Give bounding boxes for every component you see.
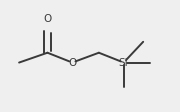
Text: Si: Si (119, 58, 129, 68)
Text: O: O (43, 14, 52, 24)
Text: O: O (68, 58, 76, 68)
